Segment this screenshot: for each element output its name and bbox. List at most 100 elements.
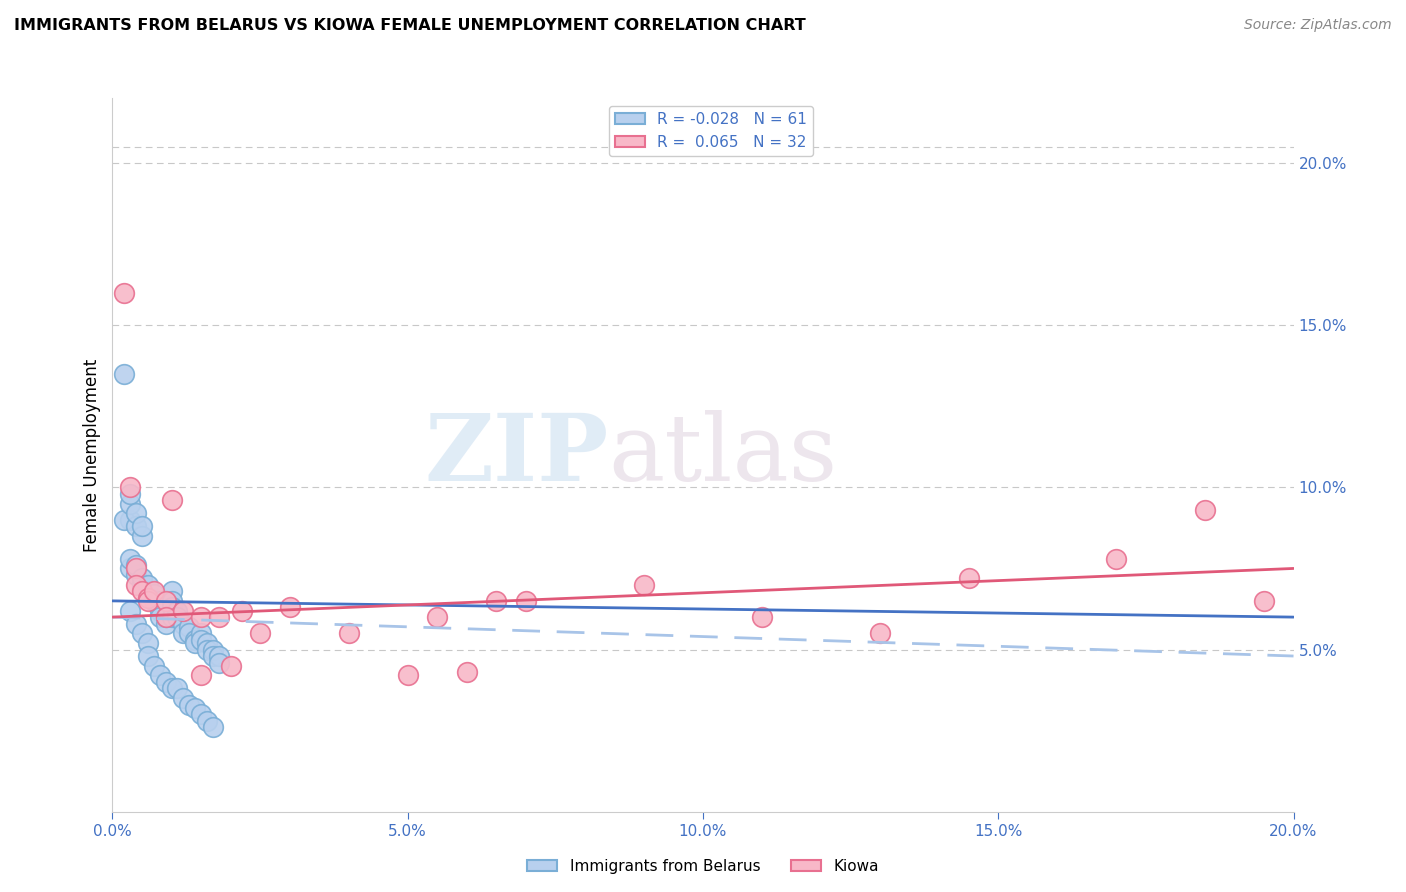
Point (184, 636, 207, 650)
Point (172, 626, 194, 640)
Point (179, 698, 201, 712)
Point (184, 701, 207, 715)
Point (166, 681, 188, 696)
Point (201, 720, 224, 734)
Text: Source: ZipAtlas.com: Source: ZipAtlas.com (1244, 18, 1392, 32)
Point (201, 648, 224, 663)
Point (125, 616, 148, 631)
Point (142, 587, 165, 601)
Point (190, 610, 212, 624)
Point (131, 571, 153, 585)
Point (166, 610, 188, 624)
Point (136, 577, 159, 591)
Point (125, 519, 148, 533)
Point (120, 487, 142, 501)
Point (149, 610, 172, 624)
Point (120, 497, 142, 511)
Point (112, 367, 135, 381)
Point (131, 529, 153, 543)
Point (219, 658, 242, 673)
Point (201, 642, 224, 657)
Point (125, 558, 148, 573)
Point (1105, 551, 1128, 566)
Point (195, 636, 218, 650)
Point (160, 584, 183, 599)
Point (136, 591, 159, 605)
Legend: Immigrants from Belarus, Kiowa: Immigrants from Belarus, Kiowa (520, 853, 886, 880)
Point (184, 632, 207, 647)
Point (142, 658, 165, 673)
Y-axis label: Female Unemployment: Female Unemployment (83, 359, 101, 551)
Point (278, 600, 301, 615)
Point (136, 648, 159, 663)
Point (166, 604, 188, 618)
Point (190, 632, 212, 647)
Point (1253, 594, 1275, 608)
Point (208, 648, 231, 663)
Point (190, 668, 212, 682)
Point (155, 610, 177, 624)
Point (249, 626, 271, 640)
Point (160, 594, 183, 608)
Point (125, 561, 148, 575)
Point (633, 577, 655, 591)
Point (456, 665, 478, 680)
Point (131, 577, 153, 591)
Point (149, 668, 172, 682)
Point (155, 610, 177, 624)
Legend: R = -0.028   N = 61, R =  0.065   N = 32: R = -0.028 N = 61, R = 0.065 N = 32 (609, 106, 814, 155)
Point (112, 285, 135, 300)
Point (136, 584, 159, 599)
Point (149, 594, 172, 608)
Point (125, 568, 148, 582)
Point (120, 604, 142, 618)
Point (112, 513, 135, 527)
Point (337, 626, 360, 640)
Point (160, 681, 183, 696)
Point (869, 626, 891, 640)
Point (195, 714, 218, 728)
Point (136, 594, 159, 608)
Point (120, 551, 142, 566)
Point (751, 610, 773, 624)
Point (1194, 503, 1216, 517)
Point (120, 561, 142, 575)
Point (515, 594, 537, 608)
Point (155, 594, 177, 608)
Point (155, 675, 177, 690)
Point (195, 642, 218, 657)
Point (485, 594, 508, 608)
Point (172, 604, 194, 618)
Point (155, 616, 177, 631)
Text: atlas: atlas (609, 410, 838, 500)
Point (125, 506, 148, 520)
Point (957, 571, 980, 585)
Point (208, 610, 231, 624)
Text: ZIP: ZIP (425, 410, 609, 500)
Text: IMMIGRANTS FROM BELARUS VS KIOWA FEMALE UNEMPLOYMENT CORRELATION CHART: IMMIGRANTS FROM BELARUS VS KIOWA FEMALE … (14, 18, 806, 33)
Point (172, 616, 194, 631)
Point (172, 691, 194, 706)
Point (396, 668, 419, 682)
Point (136, 636, 159, 650)
Point (208, 656, 231, 670)
Point (120, 480, 142, 494)
Point (160, 600, 183, 615)
Point (179, 620, 201, 634)
Point (125, 577, 148, 591)
Point (149, 604, 172, 618)
Point (160, 493, 183, 508)
Point (149, 600, 172, 615)
Point (131, 584, 153, 599)
Point (120, 513, 142, 527)
Point (190, 707, 212, 722)
Point (142, 584, 165, 599)
Point (231, 604, 253, 618)
Point (190, 626, 212, 640)
Point (131, 519, 153, 533)
Point (142, 594, 165, 608)
Point (179, 626, 201, 640)
Point (426, 610, 449, 624)
Point (160, 610, 183, 624)
Point (131, 626, 153, 640)
